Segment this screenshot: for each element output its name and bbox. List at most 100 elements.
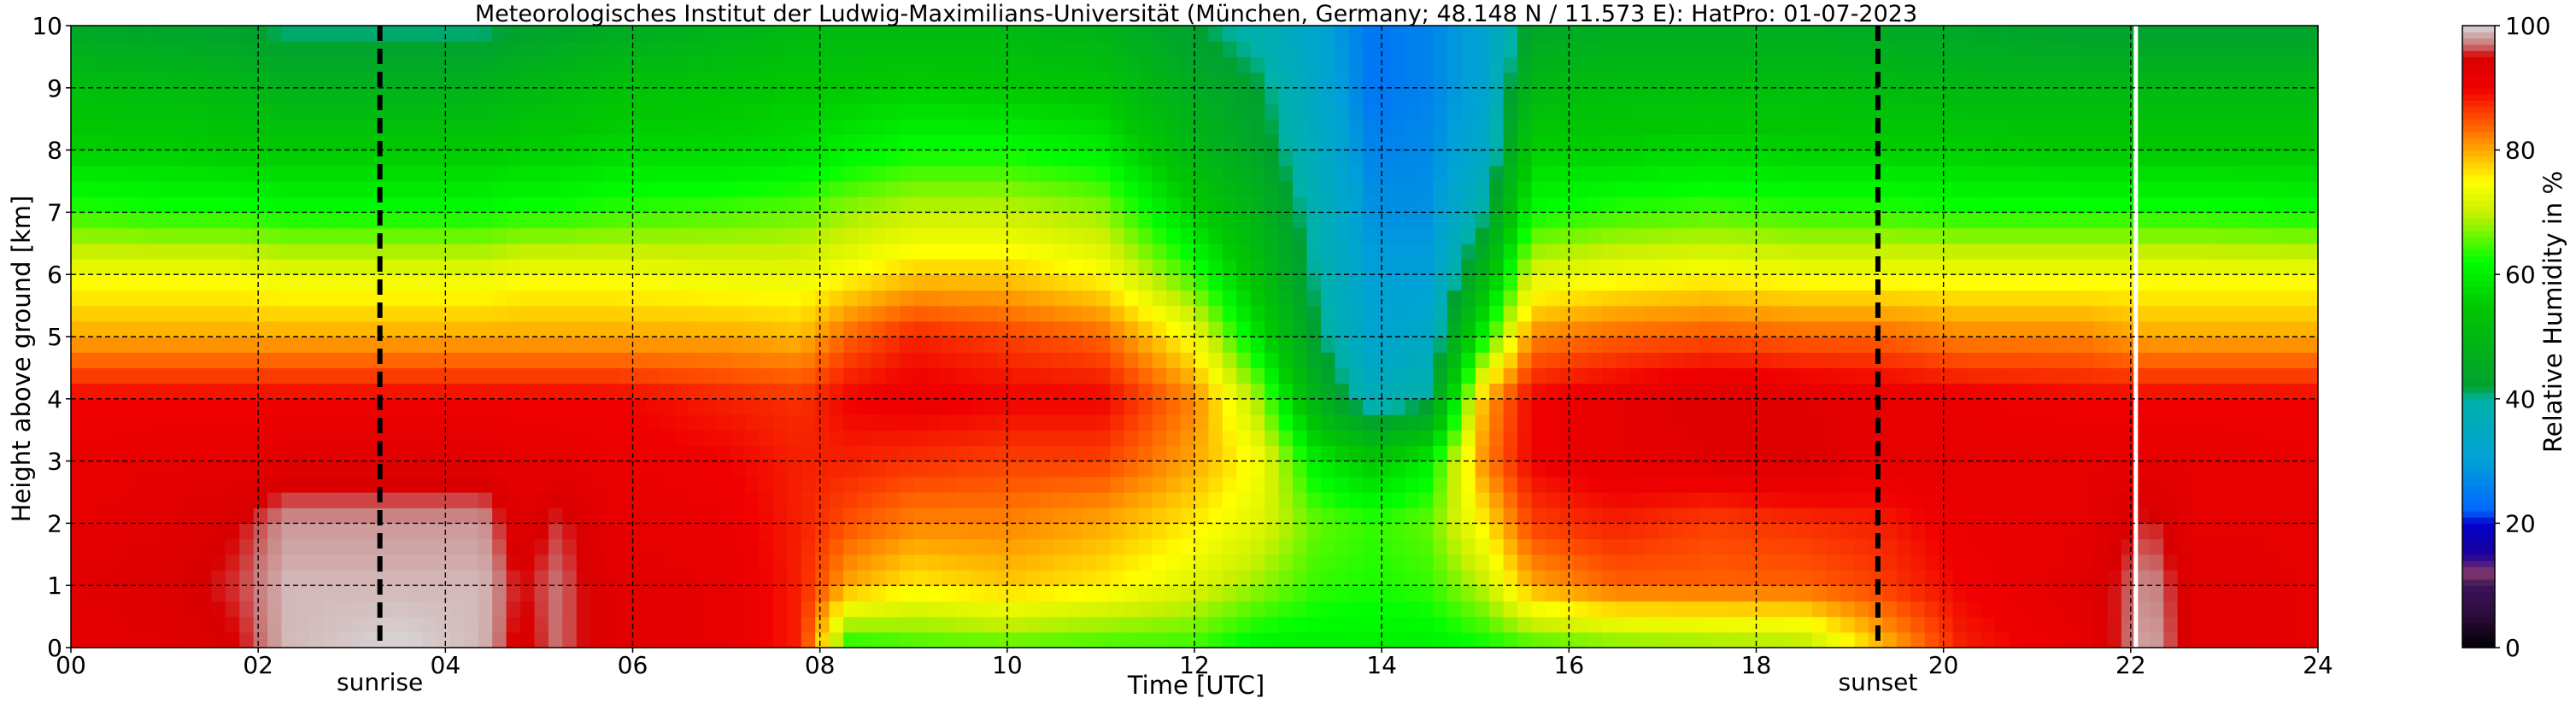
heatmap-cell xyxy=(309,414,325,431)
heatmap-cell xyxy=(1756,461,1771,478)
heatmap-cell xyxy=(225,570,240,586)
heatmap-cell xyxy=(1559,461,1575,478)
heatmap-cell xyxy=(1601,103,1617,120)
heatmap-cell xyxy=(394,119,409,135)
heatmap-cell xyxy=(1433,87,1448,104)
heatmap-cell xyxy=(871,197,886,213)
heatmap-cell xyxy=(197,570,212,586)
heatmap-cell xyxy=(1208,585,1223,601)
heatmap-cell xyxy=(436,570,451,586)
heatmap-cell xyxy=(1138,383,1153,400)
heatmap-cell xyxy=(1222,72,1237,89)
heatmap-cell xyxy=(899,461,914,478)
heatmap-cell xyxy=(829,538,844,555)
heatmap-cell xyxy=(1419,119,1435,135)
heatmap-cell xyxy=(1348,197,1364,213)
heatmap-cell xyxy=(211,274,226,290)
heatmap-cell xyxy=(745,398,760,415)
heatmap-cell xyxy=(1250,26,1265,42)
heatmap-cell xyxy=(225,538,240,555)
heatmap-cell xyxy=(421,430,437,446)
heatmap-cell xyxy=(492,631,508,648)
heatmap-cell xyxy=(1053,570,1069,586)
heatmap-cell xyxy=(1363,601,1378,618)
heatmap-cell xyxy=(843,616,859,633)
heatmap-cell xyxy=(1714,41,1729,57)
heatmap-cell xyxy=(1082,538,1097,555)
heatmap-cell xyxy=(126,119,142,135)
heatmap-cell xyxy=(169,337,185,353)
heatmap-cell xyxy=(183,305,198,322)
heatmap-cell xyxy=(1756,227,1771,244)
heatmap-cell xyxy=(1756,492,1771,508)
heatmap-cell xyxy=(1095,72,1111,89)
heatmap-cell xyxy=(1095,243,1111,260)
heatmap-cell xyxy=(646,554,661,571)
heatmap-cell xyxy=(660,461,676,478)
heatmap-cell xyxy=(449,259,465,275)
heatmap-cell xyxy=(871,26,886,42)
heatmap-cell xyxy=(1095,259,1111,275)
heatmap-cell xyxy=(1152,26,1167,42)
heatmap-cell xyxy=(1095,165,1111,182)
heatmap-cell xyxy=(366,150,381,167)
heatmap-cell xyxy=(772,570,788,586)
heatmap-cell xyxy=(1265,570,1280,586)
heatmap-cell xyxy=(1728,414,1743,431)
heatmap-cell xyxy=(1699,430,1715,446)
heatmap-cell xyxy=(1784,570,1799,586)
heatmap-cell xyxy=(1110,352,1125,368)
heatmap-cell xyxy=(548,227,563,244)
heatmap-cell xyxy=(689,414,704,431)
heatmap-cell xyxy=(520,538,536,555)
heatmap-cell xyxy=(970,243,985,260)
heatmap-cell xyxy=(98,476,114,493)
heatmap-cell xyxy=(772,243,788,260)
heatmap-cell xyxy=(1293,445,1308,462)
heatmap-cell xyxy=(113,103,128,120)
heatmap-cell xyxy=(309,150,325,167)
heatmap-cell xyxy=(660,492,676,508)
heatmap-cell xyxy=(379,570,395,586)
heatmap-cell xyxy=(548,414,563,431)
heatmap-cell xyxy=(1629,26,1645,42)
heatmap-cell xyxy=(351,72,367,89)
heatmap-cell xyxy=(660,87,676,104)
heatmap-cell xyxy=(1601,72,1617,89)
heatmap-cell xyxy=(1391,445,1406,462)
heatmap-cell xyxy=(1573,305,1588,322)
heatmap-cell xyxy=(85,119,100,135)
heatmap-cell xyxy=(1265,197,1280,213)
heatmap-cell xyxy=(253,26,268,42)
heatmap-cell xyxy=(1671,554,1687,571)
heatmap-cell xyxy=(955,383,971,400)
heatmap-cell xyxy=(942,103,957,120)
heatmap-cell xyxy=(323,585,338,601)
heatmap-cell xyxy=(1629,181,1645,197)
heatmap-cell xyxy=(1152,274,1167,290)
heatmap-cell xyxy=(1616,305,1631,322)
heatmap-cell xyxy=(646,197,661,213)
heatmap-cell xyxy=(506,165,521,182)
heatmap-cell xyxy=(1166,585,1182,601)
heatmap-cell xyxy=(1658,631,1673,648)
heatmap-cell xyxy=(113,165,128,182)
heatmap-cell xyxy=(1306,414,1322,431)
heatmap-cell xyxy=(1152,56,1167,73)
heatmap-cell xyxy=(1644,197,1659,213)
heatmap-cell xyxy=(478,259,493,275)
heatmap-cell xyxy=(141,337,156,353)
heatmap-cell xyxy=(970,41,985,57)
heatmap-cell xyxy=(1629,72,1645,89)
heatmap-cell xyxy=(169,383,185,400)
heatmap-cell xyxy=(1545,631,1560,648)
heatmap-cell xyxy=(1742,274,1757,290)
heatmap-cell xyxy=(801,87,816,104)
heatmap-cell xyxy=(98,243,114,260)
heatmap-cell xyxy=(632,414,648,431)
heatmap-cell xyxy=(1391,616,1406,633)
heatmap-cell xyxy=(913,616,929,633)
heatmap-cell xyxy=(576,337,591,353)
heatmap-cell xyxy=(421,554,437,571)
heatmap-cell xyxy=(787,631,802,648)
